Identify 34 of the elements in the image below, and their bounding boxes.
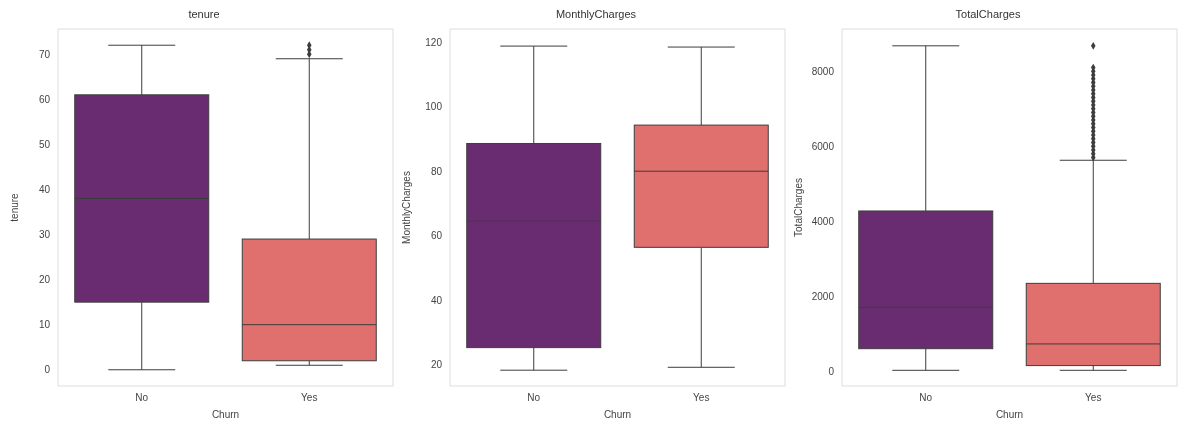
y-tick-label: 120	[425, 36, 443, 48]
x-tick-label: Yes	[1085, 392, 1102, 404]
y-tick-label: 20	[38, 274, 51, 286]
y-tick-label: 0	[828, 365, 835, 377]
x-tick-label: Yes	[693, 392, 710, 404]
y-tick-label: 60	[38, 93, 51, 105]
y-tick-label: 10	[38, 319, 51, 331]
y-tick-label: 70	[38, 48, 51, 60]
chart-title: MonthlyCharges	[554, 8, 638, 22]
y-tick-label: 6000	[811, 140, 835, 152]
x-axis-title: Churn	[211, 409, 240, 420]
y-tick-label: 4000	[811, 215, 835, 227]
y-tick-label: 30	[38, 229, 51, 241]
x-tick-label: Yes	[301, 392, 318, 404]
x-tick-label: No	[135, 392, 149, 404]
x-axis-title: Churn	[603, 409, 632, 420]
y-tick-label: 100	[425, 101, 443, 113]
y-tick-label: 40	[38, 184, 51, 196]
y-tick-label: 20	[430, 359, 443, 371]
x-tick-label: No	[527, 392, 541, 404]
y-axis-title: MonthlyCharges	[400, 171, 412, 244]
y-tick-label: 80	[430, 165, 443, 177]
x-tick-label: No	[919, 392, 933, 404]
chart-title: tenure	[187, 8, 221, 22]
y-tick-label: 60	[430, 230, 443, 242]
y-axis-title: tenure	[8, 192, 20, 222]
y-tick-label: 40	[430, 294, 443, 306]
y-tick-label: 0	[44, 364, 51, 376]
chart-title: TotalCharges	[954, 8, 1022, 22]
y-tick-label: 50	[38, 138, 51, 150]
y-tick-label: 8000	[811, 65, 835, 77]
y-tick-label: 2000	[811, 290, 835, 302]
x-axis-title: Churn	[995, 409, 1024, 420]
y-axis-title: TotalCharges	[792, 178, 804, 237]
